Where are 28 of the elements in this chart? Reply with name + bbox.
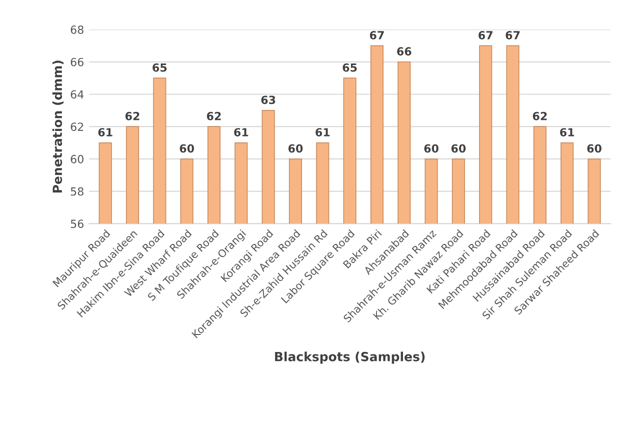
data-label: 65 [342, 63, 357, 72]
data-label: 60 [424, 144, 438, 153]
data-label: 61 [234, 128, 248, 136]
data-label: 66 [397, 47, 412, 56]
data-label: 67 [370, 31, 384, 40]
data-label: 60 [180, 144, 194, 153]
data-label: 67 [478, 31, 492, 40]
y-tick-label: 58 [70, 187, 84, 196]
y-tick-label: 60 [70, 154, 84, 164]
y-tick-label: 56 [70, 220, 84, 228]
data-label: 61 [316, 128, 330, 136]
data-label: 63 [261, 96, 276, 104]
y-tick-label: 68 [70, 26, 84, 34]
x-axis-title: Blackspots (Samples) [275, 352, 425, 364]
y-tick-label: 62 [70, 122, 84, 131]
y-axis-title: Penetration (dmm) [52, 60, 64, 193]
data-label: 61 [98, 128, 112, 136]
data-label: 60 [288, 144, 303, 153]
data-label: 62 [206, 112, 221, 120]
data-label: 65 [152, 63, 167, 72]
data-label: 62 [125, 112, 140, 120]
data-label: 62 [532, 112, 547, 120]
y-tick-label: 64 [70, 90, 84, 99]
data-label: 61 [560, 128, 574, 136]
data-label: 60 [451, 144, 466, 153]
y-tick-label: 66 [70, 58, 84, 66]
data-label: 67 [506, 31, 520, 40]
data-label: 60 [587, 144, 602, 153]
